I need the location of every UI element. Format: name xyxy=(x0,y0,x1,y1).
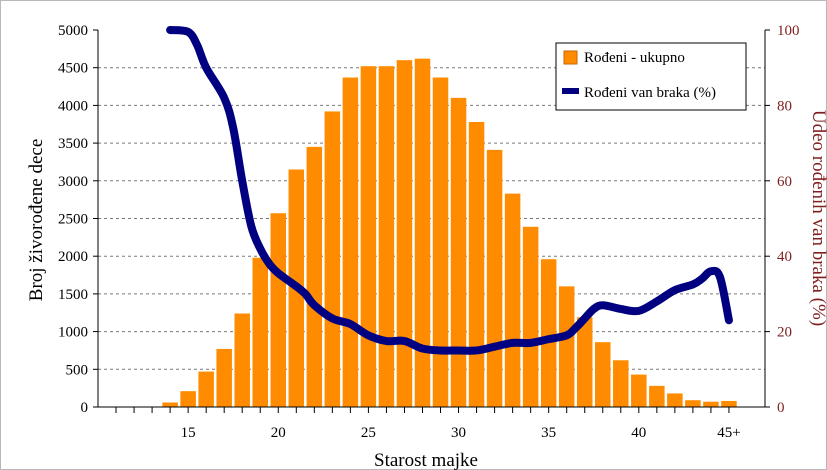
bar xyxy=(540,259,557,407)
bar xyxy=(180,391,196,407)
y-tick-label: 3000 xyxy=(58,174,88,190)
y-tick-label: 2500 xyxy=(58,212,88,228)
bar xyxy=(595,342,611,407)
bar xyxy=(216,348,232,407)
bar xyxy=(486,149,503,408)
bar xyxy=(450,97,467,408)
bar xyxy=(576,317,593,407)
bar xyxy=(360,66,377,407)
bar xyxy=(649,385,665,407)
x-tick-label: 20 xyxy=(271,425,286,441)
bar xyxy=(613,360,629,407)
y-tick-label: 4000 xyxy=(58,98,88,114)
line-series-out-of-wedlock xyxy=(166,26,733,355)
bar xyxy=(504,193,521,407)
legend: Rođeni - ukupno Rođeni van braka (%) xyxy=(555,42,747,111)
bar xyxy=(685,400,701,407)
y2-tick-label: 40 xyxy=(777,249,792,265)
y-tick-labels: 0 500 1000 1500 2000 2500 3000 3500 4000 4500 5000 xyxy=(58,23,88,416)
bar xyxy=(378,66,395,407)
legend-box xyxy=(555,42,747,111)
bar xyxy=(252,257,268,407)
bar xyxy=(703,401,719,407)
y2-axis-label: Udeo rođenih van braka (%) xyxy=(808,110,827,326)
bar xyxy=(414,58,431,407)
bar xyxy=(396,60,413,407)
bar xyxy=(721,400,737,407)
bar xyxy=(667,393,683,407)
y2-tick-labels: 0 20 40 60 80 100 xyxy=(777,23,800,416)
bar xyxy=(468,121,485,407)
y-tick-label: 500 xyxy=(66,362,89,378)
bar xyxy=(558,286,575,407)
x-axis-label: Starost majke xyxy=(374,450,478,470)
bar xyxy=(522,226,539,407)
bar xyxy=(631,374,647,407)
axes xyxy=(93,29,770,413)
bar-series xyxy=(162,58,737,408)
y-tick-label: 1500 xyxy=(58,287,88,303)
legend-line-label: Rođeni van braka (%) xyxy=(584,85,716,101)
y2-tick-label: 80 xyxy=(777,98,792,114)
bar xyxy=(198,371,214,407)
y-axis-label: Broj živorođene dece xyxy=(26,139,47,301)
y-tick-label: 0 xyxy=(81,400,89,416)
bar xyxy=(342,77,359,407)
bar xyxy=(324,111,341,407)
x-tick-label: 15 xyxy=(181,425,196,441)
y-tick-label: 4500 xyxy=(58,61,88,77)
x-tick-labels: 15 20 25 30 35 40 45+ xyxy=(181,425,741,441)
bar xyxy=(270,213,287,407)
bar xyxy=(162,402,178,407)
y-tick-label: 2000 xyxy=(58,249,88,265)
bar xyxy=(306,146,323,407)
x-tick-label: 25 xyxy=(361,425,376,441)
y2-tick-label: 60 xyxy=(777,174,792,190)
x-tick-label: 30 xyxy=(451,425,466,441)
bar xyxy=(234,313,250,407)
x-tick-label: 35 xyxy=(541,425,556,441)
x-tick-label: 45+ xyxy=(717,425,740,441)
y2-tick-label: 20 xyxy=(777,325,792,341)
y-tick-label: 3500 xyxy=(58,136,88,152)
y2-tick-label: 100 xyxy=(777,23,800,39)
bar xyxy=(432,77,449,407)
y-tick-label: 1000 xyxy=(58,325,88,341)
y2-tick-label: 0 xyxy=(777,400,785,416)
y-tick-label: 5000 xyxy=(58,23,88,39)
legend-bar-label: Rođeni - ukupno xyxy=(584,50,685,66)
legend-bar-swatch xyxy=(563,50,578,65)
x-tick-label: 40 xyxy=(631,425,646,441)
